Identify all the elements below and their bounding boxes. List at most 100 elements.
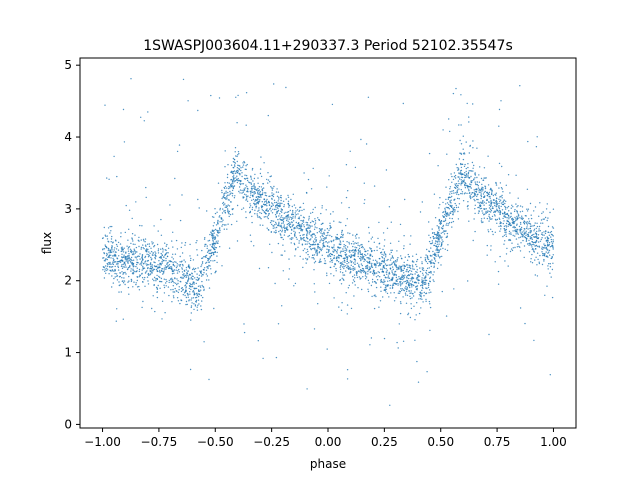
data-point — [293, 243, 296, 246]
data-point — [102, 237, 104, 239]
data-point — [464, 163, 466, 166]
data-point — [108, 248, 110, 250]
data-point — [460, 174, 463, 176]
data-point — [398, 268, 400, 270]
data-point — [199, 285, 201, 287]
data-point — [191, 268, 194, 271]
data-point — [163, 284, 165, 286]
data-point — [386, 264, 388, 266]
data-point — [319, 236, 322, 238]
data-point — [335, 270, 337, 272]
y-tick-label: 5 — [64, 58, 72, 72]
data-point — [491, 230, 494, 233]
data-point — [512, 234, 514, 237]
data-point — [532, 242, 535, 244]
data-point — [172, 291, 174, 293]
data-point — [470, 170, 473, 172]
data-point — [347, 287, 350, 289]
data-point — [396, 250, 398, 252]
data-point — [410, 267, 412, 270]
data-point — [376, 262, 378, 264]
data-point — [285, 86, 287, 89]
data-point — [215, 224, 218, 226]
data-point — [420, 296, 422, 298]
data-point — [115, 273, 118, 275]
data-point — [213, 235, 215, 237]
data-point — [130, 270, 132, 272]
data-point — [361, 245, 364, 248]
data-point — [340, 221, 342, 224]
data-point — [466, 192, 468, 195]
data-point — [159, 287, 161, 289]
data-point — [451, 204, 453, 207]
data-point — [115, 248, 118, 250]
data-point — [444, 207, 446, 210]
data-point — [273, 83, 275, 85]
data-point — [279, 218, 281, 220]
data-point — [273, 208, 276, 211]
data-point — [515, 238, 518, 240]
data-point — [548, 251, 550, 253]
data-point — [369, 267, 371, 270]
data-point — [176, 263, 178, 265]
data-point — [430, 272, 432, 274]
data-point — [333, 257, 335, 259]
data-point — [460, 184, 462, 186]
data-point — [445, 212, 447, 214]
data-point — [103, 252, 105, 254]
data-point — [153, 225, 155, 227]
data-point — [135, 201, 137, 203]
data-point — [191, 302, 193, 304]
data-point — [201, 284, 203, 287]
data-point — [218, 228, 221, 230]
data-point — [474, 193, 476, 195]
data-point — [379, 247, 381, 250]
data-point — [176, 278, 178, 280]
data-point — [328, 241, 330, 243]
data-point — [277, 323, 280, 325]
data-point — [302, 202, 305, 205]
data-point — [524, 221, 526, 223]
data-point — [369, 258, 371, 260]
data-point — [321, 205, 323, 207]
x-tick-label: 0.50 — [427, 435, 454, 449]
data-point — [427, 286, 430, 289]
data-point — [365, 276, 368, 278]
data-point — [203, 267, 206, 269]
data-point — [260, 195, 262, 197]
data-point — [458, 203, 461, 205]
data-point — [452, 178, 455, 181]
data-point — [530, 231, 532, 233]
data-point — [400, 288, 402, 290]
data-point — [318, 231, 321, 233]
data-point — [523, 245, 526, 247]
data-point — [223, 204, 225, 206]
data-point — [191, 278, 194, 280]
data-point — [224, 203, 226, 205]
data-point — [480, 218, 483, 220]
data-point — [432, 250, 434, 253]
data-point — [136, 279, 138, 282]
data-point — [189, 285, 191, 287]
data-point — [111, 246, 113, 248]
data-point — [460, 94, 462, 96]
data-point — [192, 259, 195, 261]
data-point — [425, 279, 428, 282]
data-point — [325, 209, 327, 211]
data-point — [357, 242, 359, 244]
data-point — [125, 266, 127, 268]
data-point — [415, 314, 417, 316]
data-point — [531, 240, 533, 243]
data-point — [469, 186, 471, 188]
data-point — [249, 206, 251, 209]
data-point — [352, 262, 355, 264]
data-point — [278, 198, 280, 200]
data-point — [154, 310, 156, 313]
data-point — [134, 243, 136, 246]
data-point — [464, 183, 466, 186]
data-point — [547, 249, 549, 251]
data-point — [127, 255, 129, 257]
data-point — [121, 271, 123, 273]
data-point — [460, 192, 462, 195]
data-point — [314, 260, 317, 263]
